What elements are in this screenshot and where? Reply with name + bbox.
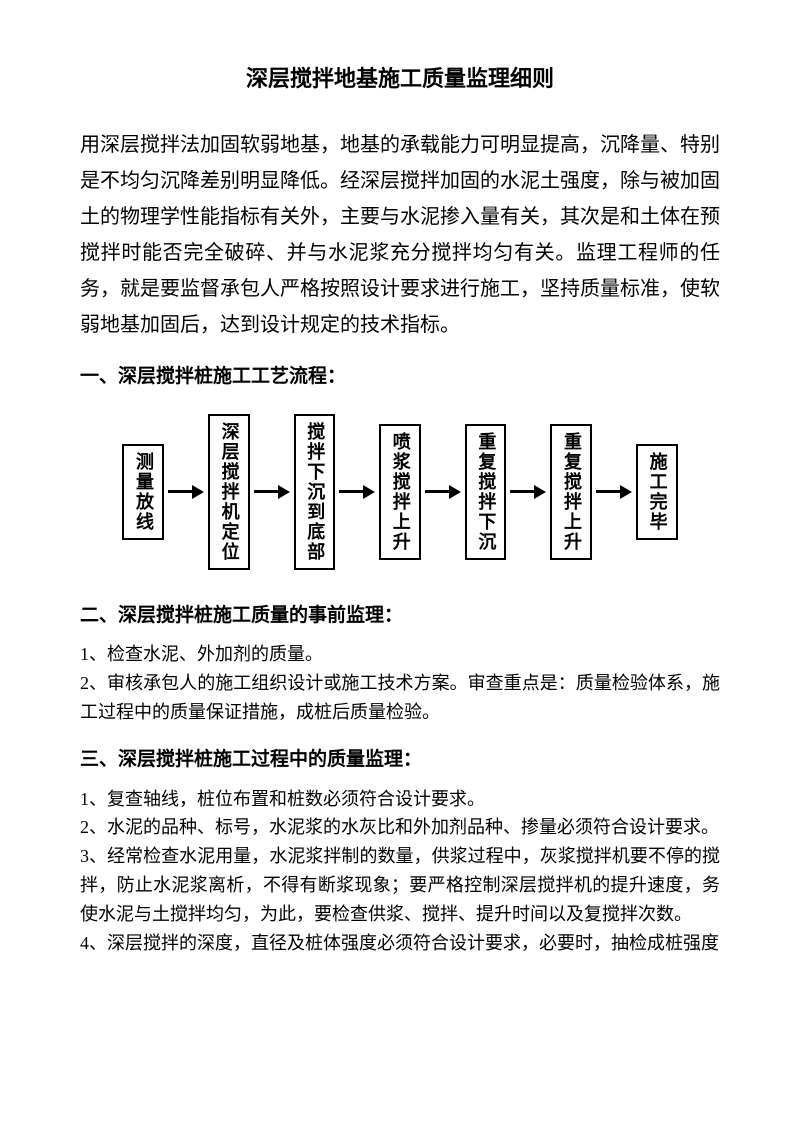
flow-node: 重复搅拌上升 bbox=[550, 424, 592, 560]
section3-item: 1、复查轴线，桩位布置和桩数必须符合设计要求。 bbox=[80, 785, 720, 814]
flow-node: 喷浆搅拌上升 bbox=[379, 424, 421, 560]
flow-node: 搅拌下沉到底部 bbox=[294, 414, 336, 570]
arrow-icon bbox=[168, 485, 204, 499]
page-title: 深层搅拌地基施工质量监理细则 bbox=[80, 60, 720, 97]
arrow-icon bbox=[596, 485, 632, 499]
process-flowchart: 测量放线 深层搅拌机定位 搅拌下沉到底部 喷浆搅拌上升 重复搅拌下沉 重复搅拌上… bbox=[80, 414, 720, 570]
flow-node: 施工完毕 bbox=[636, 444, 678, 540]
flow-node: 重复搅拌下沉 bbox=[465, 424, 507, 560]
section2-item: 1、检查水泥、外加剂的质量。 bbox=[80, 640, 720, 669]
section3-item: 2、水泥的品种、标号，水泥浆的水灰比和外加剂品种、掺量必须符合设计要求。 bbox=[80, 813, 720, 842]
arrow-icon bbox=[425, 485, 461, 499]
section2-item: 2、审核承包人的施工组织设计或施工技术方案。审查重点是：质量检验体系，施工过程中… bbox=[80, 669, 720, 727]
section2-head: 二、深层搅拌桩施工质量的事前监理： bbox=[80, 600, 720, 632]
arrow-icon bbox=[254, 485, 290, 499]
section1-head: 一、深层搅拌桩施工工艺流程： bbox=[80, 361, 720, 393]
section3-item: 4、深层搅拌的深度，直径及桩体强度必须符合设计要求，必要时，抽检成桩强度 bbox=[80, 929, 720, 958]
intro-paragraph: 用深层搅拌法加固软弱地基，地基的承载能力可明显提高，沉降量、特别是不均匀沉降差别… bbox=[80, 127, 720, 343]
arrow-icon bbox=[510, 485, 546, 499]
flow-node: 深层搅拌机定位 bbox=[208, 414, 250, 570]
flow-node: 测量放线 bbox=[122, 444, 164, 540]
section3-head: 三、深层搅拌桩施工过程中的质量监理： bbox=[80, 744, 720, 776]
arrow-icon bbox=[339, 485, 375, 499]
section3-item: 3、经常检查水泥用量，水泥浆拌制的数量，供浆过程中，灰浆搅拌机要不停的搅拌，防止… bbox=[80, 842, 720, 928]
